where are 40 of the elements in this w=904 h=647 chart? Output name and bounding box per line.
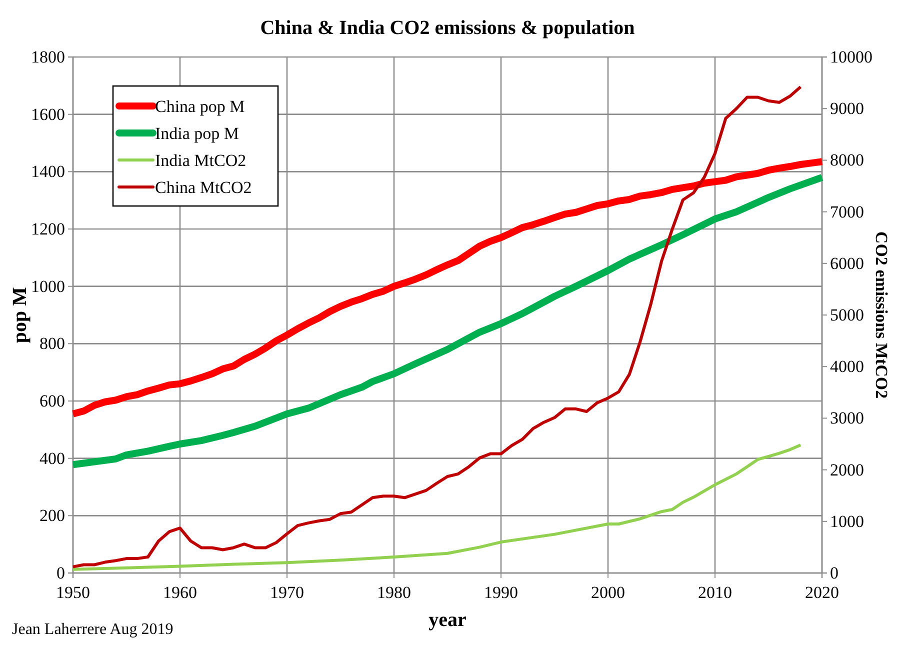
x-tick-label: 1990 — [484, 583, 518, 602]
y2-axis-title: CO2 emissions MtCO2 — [872, 231, 891, 399]
y-tick-label: 200 — [40, 506, 65, 526]
y2-tick-label: 2000 — [830, 460, 864, 480]
y-tick-label: 1400 — [31, 162, 65, 182]
y2-tick-label: 7000 — [830, 202, 864, 222]
y-tick-label: 800 — [40, 334, 65, 354]
chart-title: China & India CO2 emissions & population — [260, 17, 635, 39]
legend-label: India MtCO2 — [155, 151, 246, 170]
line-series — [72, 444, 802, 571]
y2-tick-label: 10000 — [830, 47, 872, 66]
y-tick-label: 1600 — [31, 104, 65, 124]
y2-tick-label: 3000 — [830, 408, 864, 428]
x-axis-title: year — [428, 609, 466, 631]
y2-tick-label: 9000 — [830, 99, 864, 118]
y-tick-label: 0 — [56, 563, 65, 582]
line-series — [72, 85, 802, 568]
x-tick-label: 1960 — [163, 583, 197, 602]
legend-label: China pop M — [155, 97, 245, 116]
y-axis-title: pop M — [9, 286, 31, 344]
y-tick-label: 400 — [40, 448, 65, 468]
y2-tick-label: 0 — [830, 563, 838, 582]
x-tick-label: 2020 — [805, 583, 839, 602]
y2-tick-label: 1000 — [830, 512, 864, 531]
x-tick-label: 1980 — [377, 583, 411, 602]
x-tick-label: 2010 — [698, 583, 732, 602]
x-tick-label: 1970 — [270, 583, 304, 602]
y2-tick-label: 8000 — [830, 150, 864, 170]
x-tick-label: 1950 — [56, 583, 90, 602]
y-tick-label: 600 — [40, 391, 65, 410]
y2-tick-label: 5000 — [830, 305, 864, 324]
legend-label: China MtCO2 — [155, 178, 252, 197]
y-tick-label: 1200 — [31, 219, 65, 238]
y2-tick-label: 4000 — [830, 357, 864, 376]
y-tick-label: 1800 — [31, 47, 65, 66]
text: Jean Laherrere Aug 2019 — [12, 621, 174, 638]
legend-label: India pop M — [155, 124, 240, 143]
y-tick-label: 1000 — [31, 276, 65, 296]
y2-tick-label: 6000 — [830, 254, 864, 273]
x-tick-label: 2000 — [591, 583, 625, 602]
